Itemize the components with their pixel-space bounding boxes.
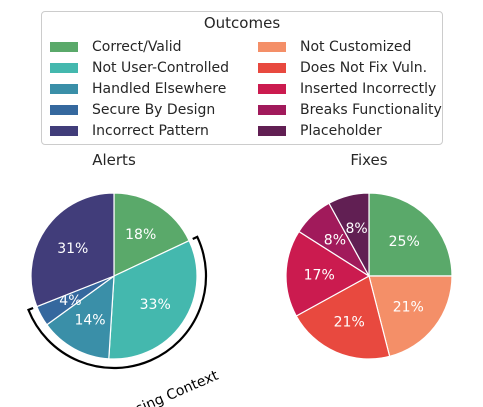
- legend-label: Secure By Design: [92, 102, 216, 118]
- legend-entry: Correct/Valid: [50, 38, 182, 56]
- legend-label: Placeholder: [300, 123, 382, 139]
- legend-swatch: [50, 84, 78, 94]
- legend-label: Breaks Functionality: [300, 102, 442, 118]
- legend-label: Does Not Fix Vuln.: [300, 60, 428, 76]
- legend-label: Handled Elsewhere: [92, 81, 227, 97]
- annotation-bracket: [27, 235, 208, 370]
- legend-entry: Placeholder: [258, 122, 382, 140]
- slice-label: 17%: [304, 267, 335, 283]
- annotation-label: Missing Context: [112, 367, 221, 407]
- chart-title: Fixes: [350, 151, 387, 169]
- pie-slice: [295, 275, 391, 360]
- legend-entry: Does Not Fix Vuln.: [258, 59, 427, 77]
- legend-label: Incorrect Pattern: [92, 123, 209, 139]
- legend-title: Outcomes: [203, 14, 281, 32]
- slice-label: 25%: [389, 234, 420, 250]
- legend-label: Inserted Incorrectly: [300, 81, 437, 97]
- legend-swatch: [50, 63, 78, 73]
- pie-slice: [113, 192, 190, 277]
- pie-slice: [30, 192, 115, 308]
- legend: Outcomes Correct/Valid Not User-Controlle…: [41, 11, 443, 145]
- legend-entry: Breaks Functionality: [258, 101, 442, 119]
- legend-label: Correct/Valid: [92, 39, 182, 55]
- pie-chart-fixes: Fixes 25% 21% 21% 17% 8%8%: [285, 151, 453, 360]
- pie-slice: [108, 239, 198, 360]
- slice-label: 31%: [57, 241, 88, 257]
- slice-label: 8%: [345, 221, 367, 237]
- slice-label: 18%: [125, 227, 156, 243]
- slice-label: 14%: [74, 313, 105, 329]
- slice-label: 4%: [59, 293, 81, 309]
- legend-entry: Not Customized: [258, 38, 411, 56]
- legend-label: Not User-Controlled: [92, 60, 230, 76]
- legend-entry: Inserted Incorrectly: [258, 80, 436, 98]
- legend-entry: Incorrect Pattern: [50, 122, 209, 140]
- pie-slice: [368, 192, 453, 277]
- legend-swatch: [50, 42, 78, 52]
- pie-slice: [368, 275, 453, 358]
- slice-label: 8%: [324, 233, 346, 249]
- pie-slice: [328, 192, 370, 277]
- legend-swatch: [258, 126, 286, 136]
- legend-entry: Not User-Controlled: [50, 59, 229, 77]
- slice-label: 33%: [140, 297, 171, 313]
- legend-entry: Handled Elsewhere: [50, 80, 226, 98]
- slice-label: 21%: [393, 300, 424, 316]
- legend-swatch: [258, 42, 286, 52]
- chart-title: Alerts: [92, 151, 136, 169]
- legend-swatch: [258, 105, 286, 115]
- legend-swatch: [258, 84, 286, 94]
- legend-swatch: [50, 105, 78, 115]
- legend-label: Not Customized: [300, 39, 412, 55]
- pie-slice: [46, 274, 115, 360]
- pie-chart-alerts: Alerts 18% 33% 14% 4% 31% Missing Context: [27, 151, 221, 407]
- legend-swatch: [258, 63, 286, 73]
- slice-label: 21%: [334, 315, 365, 331]
- legend-swatch: [50, 126, 78, 136]
- legend-entry: Secure By Design: [50, 101, 215, 119]
- pie-slice: [285, 230, 371, 317]
